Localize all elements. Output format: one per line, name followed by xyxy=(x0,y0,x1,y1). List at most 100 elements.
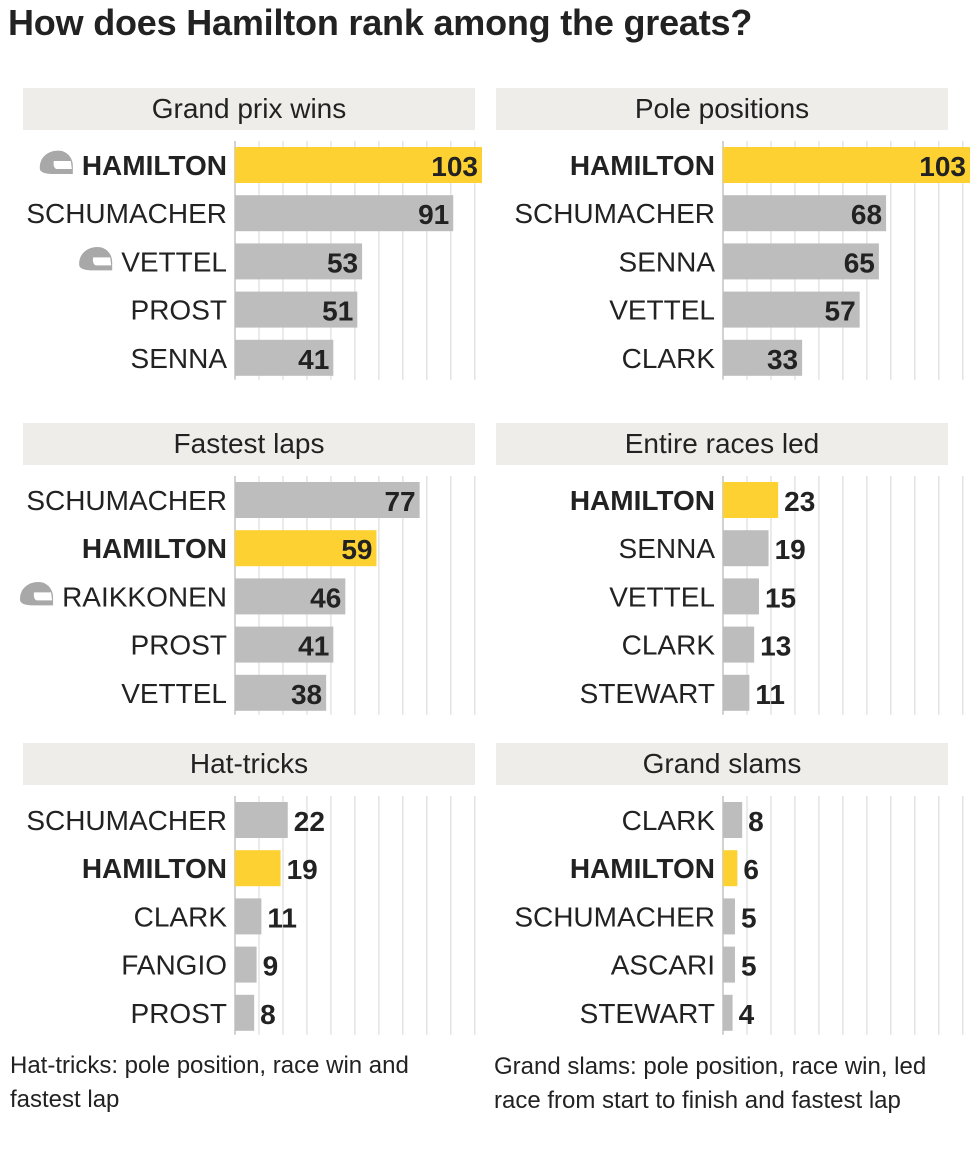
value-label-clark: 33 xyxy=(767,344,798,375)
value-label-vettel: 15 xyxy=(765,582,796,613)
bar-hamilton xyxy=(235,850,281,887)
value-label-senna: 19 xyxy=(775,534,806,565)
value-label-senna: 41 xyxy=(298,344,329,375)
value-label-fangio: 9 xyxy=(263,951,279,982)
value-label-hamilton: 19 xyxy=(287,854,318,885)
bar-raikkonen xyxy=(235,578,346,615)
value-label-prost: 8 xyxy=(260,999,276,1030)
hat-tricks-note: Hat-tricks: pole position, race win and … xyxy=(10,1052,409,1113)
bar-prost xyxy=(235,994,255,1031)
value-label-clark: 8 xyxy=(748,806,764,837)
category-label-hamilton: HAMILTON xyxy=(570,853,715,884)
helmet-icon-visor xyxy=(53,161,72,169)
chart-header-entire-races-led xyxy=(496,423,948,465)
value-label-hamilton: 103 xyxy=(919,151,966,182)
bar-prost xyxy=(235,626,334,663)
category-label-senna: SENNA xyxy=(131,343,228,374)
bar-stewart xyxy=(723,994,733,1031)
helmet-icon xyxy=(39,150,73,174)
bar-hamilton xyxy=(235,530,377,567)
category-label-vettel: VETTEL xyxy=(121,246,227,277)
category-label-senna: SENNA xyxy=(619,533,716,564)
category-label-schumacher: SCHUMACHER xyxy=(514,901,715,932)
chart-header-hat-tricks xyxy=(23,743,475,785)
bar-hamilton xyxy=(723,147,970,183)
helmet-icon-visor xyxy=(33,592,53,601)
category-label-hamilton: HAMILTON xyxy=(570,485,715,516)
bar-schumacher xyxy=(235,482,420,518)
category-label-vettel: VETTEL xyxy=(609,295,715,326)
value-label-schumacher: 22 xyxy=(294,806,325,837)
chart-title-hat-tricks: Hat-tricks xyxy=(190,748,308,779)
category-label-vettel: VETTEL xyxy=(609,581,715,612)
category-label-vettel: VETTEL xyxy=(121,678,227,709)
chart-header-pole-positions xyxy=(496,88,948,130)
category-label-prost: PROST xyxy=(131,295,227,326)
bar-hamilton xyxy=(723,850,738,887)
category-label-schumacher: SCHUMACHER xyxy=(26,805,227,836)
bar-stewart xyxy=(723,674,750,711)
chart-pole-positions: Pole positions HAMILTON 103 SCHUMACHER 68 SEN… xyxy=(496,88,970,380)
bar-schumacher xyxy=(235,195,454,232)
value-label-stewart: 11 xyxy=(755,679,785,710)
bar-clark xyxy=(235,898,262,935)
category-label-clark: CLARK xyxy=(134,901,228,932)
category-label-hamilton: HAMILTON xyxy=(82,853,227,884)
value-label-prost: 51 xyxy=(322,296,353,327)
category-label-raikkonen: RAIKKONEN xyxy=(62,581,227,612)
chart-header-fastest-laps xyxy=(23,423,475,465)
value-label-hamilton: 6 xyxy=(743,854,759,885)
value-label-prost: 41 xyxy=(298,631,329,662)
bar-schumacher xyxy=(723,195,887,232)
bar-clark xyxy=(723,626,755,663)
bar-schumacher xyxy=(235,802,288,838)
helmet-icon xyxy=(20,582,54,606)
bar-hamilton xyxy=(235,147,482,183)
value-label-vettel: 57 xyxy=(825,296,856,327)
category-label-prost: PROST xyxy=(131,630,227,661)
value-label-schumacher: 91 xyxy=(418,199,449,230)
category-label-fangio: FANGIO xyxy=(121,950,227,981)
category-label-clark: CLARK xyxy=(622,630,716,661)
value-label-schumacher: 77 xyxy=(384,486,415,517)
category-label-prost: PROST xyxy=(131,998,227,1029)
bar-clark xyxy=(723,802,743,838)
value-label-ascari: 5 xyxy=(741,951,757,982)
bar-schumacher xyxy=(723,898,735,935)
value-label-hamilton: 103 xyxy=(431,151,478,182)
helmet-icon xyxy=(79,247,113,271)
page-title: How does Hamilton rank among the greats? xyxy=(8,2,753,43)
category-label-clark: CLARK xyxy=(622,805,716,836)
value-label-vettel: 53 xyxy=(327,247,358,278)
category-label-ascari: ASCARI xyxy=(611,950,715,981)
value-label-clark: 11 xyxy=(267,902,297,933)
chart-grand-prix-wins: Grand prix wins 103 HAMILTON SCHUMACHER 91 53… xyxy=(23,88,482,380)
value-label-hamilton: 59 xyxy=(341,534,372,565)
bar-ascari xyxy=(723,946,735,983)
chart-grand-slams: Grand slams CLARK 8 HAMILTON 6 SCHUMACHER 5 ASC… xyxy=(496,743,964,1035)
helmet-icon-visor xyxy=(92,257,112,266)
bar-fangio xyxy=(235,946,257,983)
chart-title-grand-slams: Grand slams xyxy=(643,748,802,779)
chart-title-pole-positions: Pole positions xyxy=(635,93,809,124)
category-label-senna: SENNA xyxy=(619,246,716,277)
chart-title-entire-races-led: Entire races led xyxy=(625,428,820,459)
bar-prost xyxy=(235,291,358,328)
category-label-schumacher: SCHUMACHER xyxy=(26,198,227,229)
value-label-schumacher: 5 xyxy=(741,902,757,933)
category-label-schumacher: SCHUMACHER xyxy=(26,485,227,516)
bar-vettel xyxy=(235,674,327,711)
chart-header-grand-slams xyxy=(496,743,948,785)
chart-entire-races-led: Entire races led HAMILTON 23 SENNA 19 VETTEL 1… xyxy=(496,423,964,715)
value-label-stewart: 4 xyxy=(739,999,755,1030)
chart-title-fastest-laps: Fastest laps xyxy=(174,428,325,459)
bar-vettel xyxy=(723,291,860,328)
bar-senna xyxy=(723,530,769,567)
value-label-vettel: 38 xyxy=(291,679,322,710)
bar-vettel xyxy=(235,243,363,280)
value-label-hamilton: 23 xyxy=(784,486,815,517)
category-label-stewart: STEWART xyxy=(580,678,715,709)
category-label-hamilton: HAMILTON xyxy=(82,533,227,564)
